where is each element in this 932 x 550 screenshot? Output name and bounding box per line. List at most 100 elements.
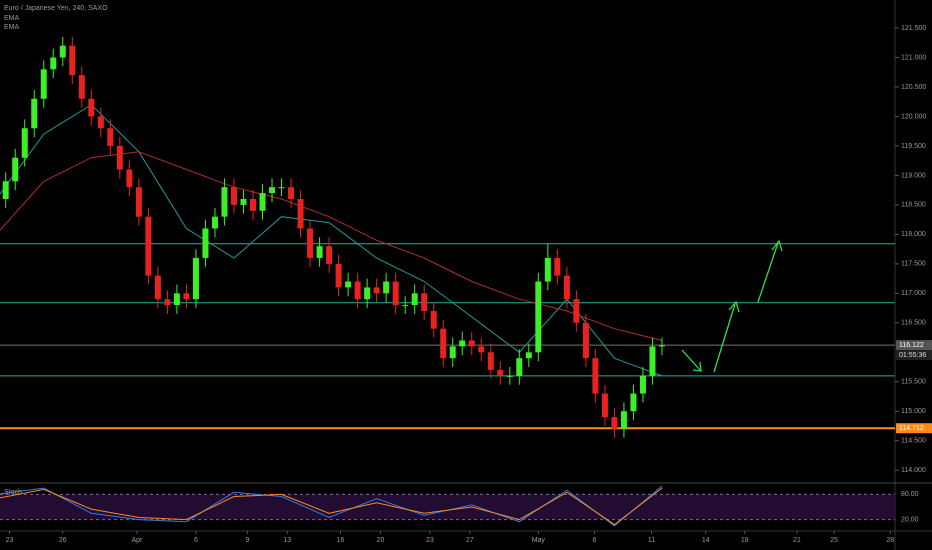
- candle-body: [192, 257, 199, 300]
- candle-body: [154, 275, 161, 300]
- candle-body: [135, 187, 142, 217]
- arrow-head: [692, 361, 702, 372]
- x-tick-label: 26: [59, 537, 67, 544]
- candle-body: [97, 116, 104, 129]
- x-tick-label: 18: [741, 537, 749, 544]
- candle-body: [126, 169, 133, 188]
- line-series: [0, 485, 663, 527]
- candle-body: [59, 45, 66, 58]
- candle-body: [468, 340, 475, 347]
- line-series: [0, 151, 663, 341]
- candle-body: [582, 322, 589, 359]
- candle-body: [88, 98, 95, 117]
- y-tick-label: 119.500: [901, 143, 926, 150]
- y-tick-label: 115.500: [901, 379, 926, 386]
- candle-body: [183, 293, 190, 300]
- y-tick-label: 119.000: [901, 172, 926, 179]
- price-label-bg: [896, 340, 932, 351]
- stoch-tick-label: 80.00: [901, 491, 919, 498]
- y-tick-label: 120.000: [901, 113, 926, 120]
- candle-body: [307, 228, 314, 258]
- candle-body: [31, 98, 38, 129]
- back-layer: [0, 27, 899, 534]
- arrow: [681, 349, 701, 371]
- candle-body: [173, 293, 180, 306]
- candle-body: [221, 187, 228, 217]
- x-tick-label: 13: [283, 537, 291, 544]
- candle-body: [611, 417, 618, 429]
- x-tick-label: 27: [466, 537, 474, 544]
- stoch-tick-label: 20.00: [901, 516, 919, 523]
- arrow: [713, 303, 736, 373]
- projection-arrows: [681, 239, 783, 373]
- candle-body: [164, 299, 171, 306]
- candle-body: [269, 187, 276, 194]
- candle-body: [40, 69, 47, 99]
- indicator-label: EMA: [4, 15, 20, 22]
- y-tick-label: 117.500: [901, 261, 926, 268]
- line-series: [0, 487, 663, 526]
- y-tick-label: 117.000: [901, 290, 926, 297]
- stoch-title: Stoch: [4, 489, 22, 496]
- candle-body: [116, 145, 123, 170]
- candle-body: [392, 281, 399, 306]
- candle-body: [544, 257, 551, 282]
- candle-body: [211, 216, 218, 229]
- x-tick-label: 20: [377, 537, 385, 544]
- candle-body: [620, 411, 627, 429]
- countdown-bg: [896, 350, 932, 361]
- stoch-band: [0, 494, 895, 520]
- price-label: 114.712: [899, 425, 924, 432]
- candle-body: [259, 193, 266, 211]
- x-tick-label: 28: [886, 537, 894, 544]
- candle-body: [506, 375, 513, 377]
- price-label-bg: [896, 423, 932, 434]
- indicator-label: EMA: [4, 24, 20, 31]
- candle-body: [373, 287, 380, 294]
- candle-body: [421, 293, 428, 312]
- candle-body: [630, 393, 637, 412]
- countdown: 01:55:36: [899, 352, 926, 359]
- candle-body: [573, 299, 580, 323]
- front-layer: 121.500 121.000 120.500 120.000 119.500 119.0…: [0, 25, 932, 544]
- candle-body: [354, 281, 361, 300]
- candle-body: [459, 340, 466, 347]
- candle-body: [658, 345, 665, 347]
- x-tick-label: 25: [830, 537, 838, 544]
- candle-body: [649, 346, 656, 376]
- line-series: [0, 104, 663, 377]
- candle-body: [240, 198, 247, 205]
- candle-body: [478, 346, 485, 353]
- arrow: [757, 242, 779, 303]
- candle-body: [326, 246, 333, 264]
- candle-body: [430, 311, 437, 329]
- candle-body: [364, 287, 371, 300]
- candle-body: [278, 187, 285, 189]
- candle-body: [497, 369, 504, 376]
- candle-body: [69, 45, 76, 76]
- candle-body: [535, 281, 542, 353]
- candle-body: [288, 187, 295, 199]
- candle-body: [12, 157, 19, 182]
- price-label: 116.122: [899, 342, 924, 349]
- y-tick-label: 118.000: [901, 231, 926, 238]
- candle-body: [592, 358, 599, 394]
- candle-body: [440, 328, 447, 359]
- candle-body: [516, 358, 523, 376]
- candle-body: [21, 128, 28, 158]
- candle-body: [230, 187, 237, 205]
- candle-body: [345, 281, 352, 288]
- x-tick-label: 23: [426, 537, 434, 544]
- candle-body: [639, 375, 646, 394]
- candle-body: [316, 246, 323, 258]
- candle-body: [202, 228, 209, 258]
- candle-body: [554, 257, 561, 276]
- candle-body: [563, 275, 570, 300]
- candle-body: [297, 198, 304, 229]
- candle-body: [449, 346, 456, 359]
- x-tick-label: 14: [702, 537, 710, 544]
- candle-body: [335, 263, 342, 288]
- x-tick-label: 16: [337, 537, 345, 544]
- x-tick-label: 23: [6, 537, 14, 544]
